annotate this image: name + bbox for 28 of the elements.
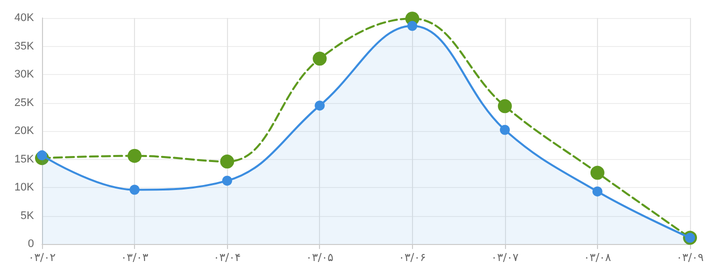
x-tick-label: ۰۳/۰۵ [306, 251, 334, 264]
point [592, 186, 602, 196]
point [498, 99, 512, 114]
point [407, 20, 418, 31]
x-tick-label: ۰۳/۰۴ [213, 251, 241, 264]
y-tick-label: 20K [14, 125, 35, 137]
x-tick-label: ۰۳/۰۹ [676, 251, 704, 264]
point [130, 184, 140, 195]
y-tick-label: 5K [20, 210, 35, 222]
point [222, 176, 232, 186]
y-tick-label: 30K [14, 68, 35, 80]
x-tick-label: ۰۳/۰۲ [28, 251, 56, 264]
y-tick-label: 10K [14, 182, 35, 194]
point [312, 52, 327, 66]
point [500, 124, 510, 135]
point [314, 100, 325, 111]
x-tick-label: ۰۳/۰۶ [398, 251, 426, 264]
y-tick-label: 35K [14, 40, 35, 52]
point [590, 166, 604, 180]
y-tick-label: 25K [14, 96, 35, 109]
y-tick-label: 0 [28, 238, 34, 250]
x-tick-label: ۰۳/۰۳ [120, 251, 148, 264]
point [128, 148, 142, 163]
x-tick-label: ۰۳/۰۸ [584, 251, 612, 264]
point [220, 154, 234, 169]
y-tick-label: 15K [14, 153, 35, 166]
y-tick-label: 40K [14, 12, 35, 24]
x-tick-label: ۰۳/۰۷ [491, 251, 519, 264]
